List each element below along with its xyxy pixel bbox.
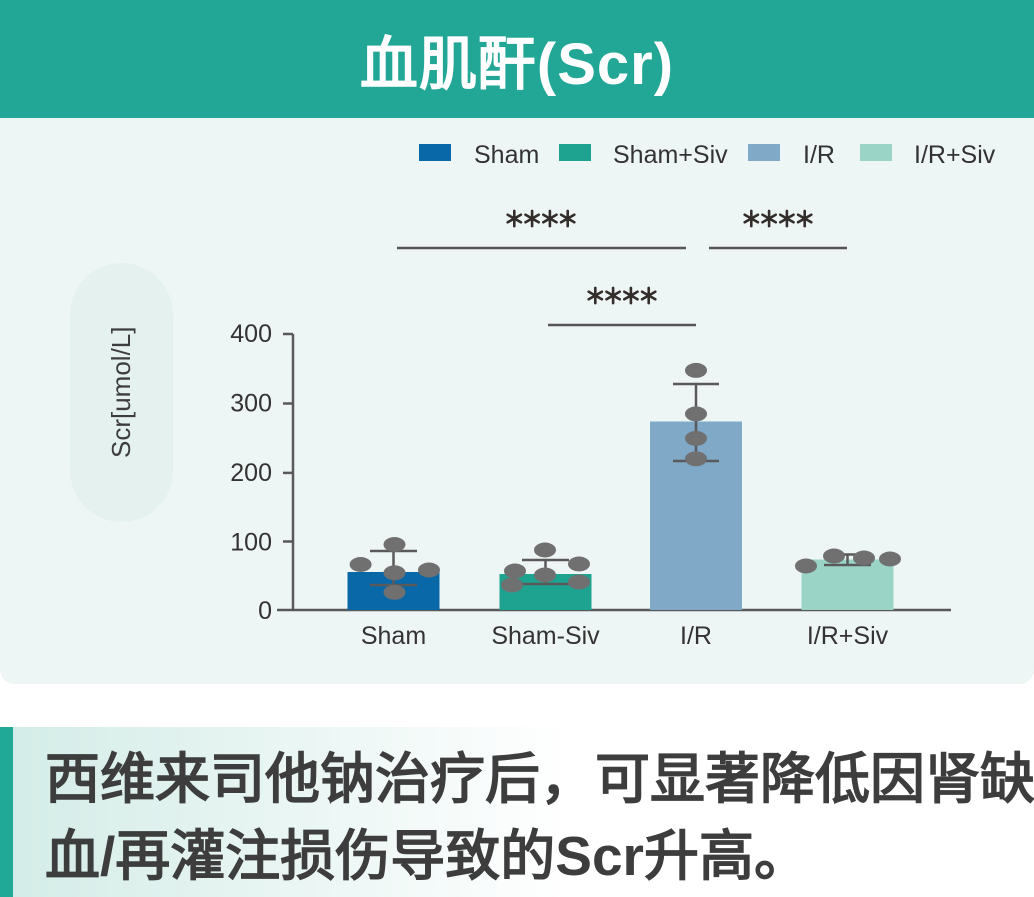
svg-text:400: 400 (230, 320, 272, 348)
svg-text:100: 100 (230, 529, 272, 557)
svg-text:Sham-Siv: Sham-Siv (491, 622, 600, 650)
svg-text:Sham: Sham (361, 622, 426, 650)
svg-text:I/R: I/R (680, 622, 712, 650)
svg-text:0: 0 (258, 597, 272, 625)
svg-text:I/R+Siv: I/R+Siv (807, 622, 889, 650)
svg-text:300: 300 (230, 390, 272, 418)
svg-text:200: 200 (230, 459, 272, 487)
